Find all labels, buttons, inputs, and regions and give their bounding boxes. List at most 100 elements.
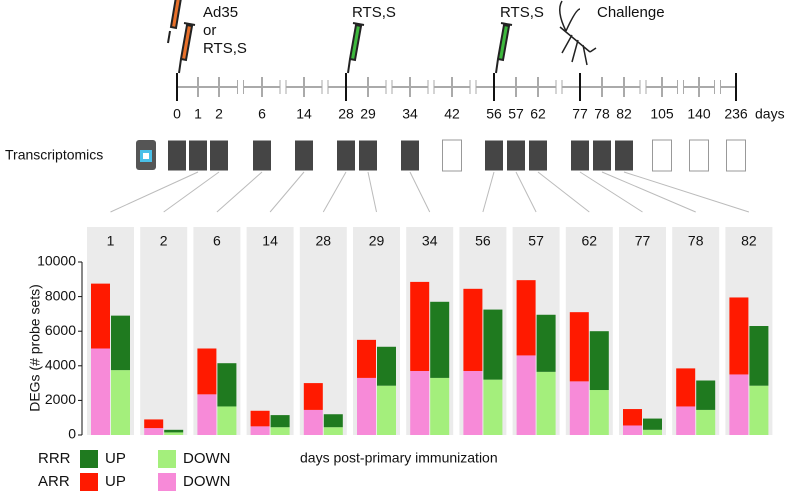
bar-segment — [357, 377, 376, 435]
y-tick-label: 0 — [68, 426, 76, 442]
bar-segment — [303, 383, 323, 410]
bar-segment — [463, 370, 483, 435]
bar-segment — [323, 427, 343, 435]
panel-background — [619, 227, 666, 435]
timeline-tick-label: 57 — [508, 106, 524, 122]
panel-label: 6 — [213, 233, 221, 249]
sample-box-empty — [652, 139, 672, 172]
y-tick-label: 2000 — [45, 391, 76, 407]
timeline-tick-label: 6 — [258, 106, 266, 122]
y-axis-label: DEGs (# probe sets) — [27, 284, 43, 412]
connector — [367, 171, 377, 213]
mosquito — [559, 0, 597, 66]
legend-swatch — [158, 450, 176, 468]
timeline-tick-label: 34 — [402, 106, 418, 122]
sample-box — [167, 139, 187, 172]
bar-segment — [589, 331, 609, 391]
bar-segment — [430, 377, 450, 435]
connector — [409, 171, 431, 213]
bar-segment — [643, 429, 662, 435]
panel-label: 1 — [107, 233, 115, 249]
panel-label: 2 — [160, 233, 168, 249]
bar-segment — [303, 409, 323, 435]
connector — [216, 171, 263, 213]
timeline-tick-label: 2 — [215, 106, 223, 122]
timeline-tick-label: 14 — [296, 106, 312, 122]
bar-segment — [91, 348, 110, 435]
legend-label: UP — [105, 450, 126, 467]
legend-swatch — [158, 473, 176, 491]
bar-segment — [111, 315, 130, 371]
legend-group: ARR — [38, 473, 70, 490]
legend-label: DOWN — [183, 450, 231, 467]
sample-box — [294, 139, 314, 172]
bar-segment — [589, 390, 609, 435]
syringe — [495, 22, 513, 74]
connector — [623, 171, 750, 213]
connector — [269, 171, 305, 213]
bar-segment — [377, 346, 396, 386]
connector — [515, 171, 537, 213]
sample-box — [484, 139, 504, 172]
panel-label: 77 — [635, 233, 651, 249]
legend-group: RRR — [38, 450, 71, 467]
event-label: Challenge — [597, 4, 665, 21]
bar-segment — [749, 326, 769, 386]
panel-label: 57 — [528, 233, 544, 249]
timeline-tick-label: 105 — [650, 106, 674, 122]
sample-box-empty — [689, 139, 709, 172]
bar-segment — [696, 380, 716, 410]
connector — [163, 171, 220, 213]
mosquito-icon — [559, 0, 597, 66]
panel-label: 56 — [475, 233, 491, 249]
bar-segment — [430, 301, 450, 378]
timeline-unit: days — [755, 106, 785, 122]
bar-segment — [164, 432, 184, 435]
syringe-icon — [167, 0, 196, 74]
bar-segment — [696, 409, 716, 435]
event-label: or — [203, 22, 216, 39]
sample-box-empty — [442, 139, 462, 172]
syringe — [167, 0, 182, 44]
bar-segment — [197, 394, 217, 435]
sample-box — [528, 139, 548, 172]
legend-swatch — [80, 450, 98, 468]
timeline-tick-label: 236 — [724, 106, 748, 122]
bar-segment — [483, 309, 503, 380]
event-label: RTS,S — [203, 40, 247, 57]
panel-background — [140, 227, 188, 435]
syringe — [347, 22, 365, 74]
panel-background — [246, 227, 294, 435]
bar-segment — [729, 374, 749, 435]
y-tick-label: 4000 — [45, 357, 76, 373]
panel-label: 78 — [688, 233, 704, 249]
timeline-tick-label: 62 — [530, 106, 546, 122]
panel-label: 34 — [422, 233, 438, 249]
bar-segment — [270, 415, 290, 428]
sample-box — [358, 139, 378, 172]
bar-segment — [144, 428, 164, 435]
timeline-tick-label: 29 — [360, 106, 376, 122]
bar-segment — [91, 283, 110, 349]
timeline-tick-label: 140 — [687, 106, 711, 122]
legend-label: UP — [105, 473, 126, 490]
sample-box — [336, 139, 356, 172]
bar-segment — [483, 379, 503, 435]
axis-break — [322, 80, 328, 94]
bar-segment — [516, 280, 536, 356]
syringe — [178, 22, 196, 74]
sample-box — [209, 139, 229, 172]
bar-segment — [643, 418, 662, 430]
connector — [482, 171, 495, 213]
bar-segment — [463, 288, 483, 371]
timeline-tick-label: 0 — [173, 106, 181, 122]
bar-segment — [676, 368, 696, 407]
timeline-tick-label: 42 — [444, 106, 460, 122]
axis-break — [237, 80, 244, 94]
bar-segment — [410, 281, 430, 371]
bar-segment — [164, 429, 184, 433]
connector — [322, 171, 347, 213]
bar-segment — [569, 312, 589, 382]
bar-segment — [217, 406, 237, 435]
